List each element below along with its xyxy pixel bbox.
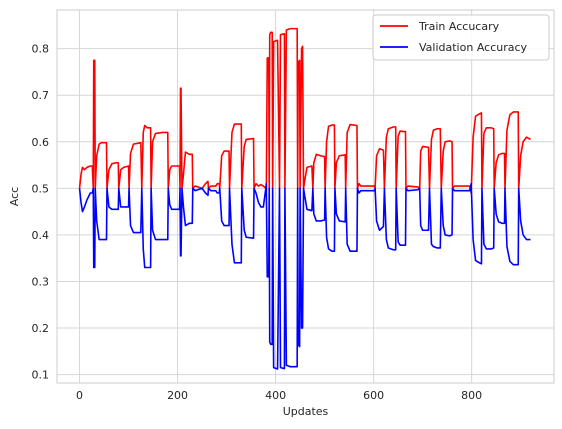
plot-frame	[56, 9, 555, 384]
y-axis-label: Acc	[8, 187, 21, 206]
y-tick-labels: 0.1 0.2 0.3 0.4 0.5 0.6 0.7 0.8	[32, 43, 50, 382]
series-layer	[78, 27, 531, 370]
y-tick-label: 0.5	[32, 182, 50, 195]
y-tick-label: 0.8	[32, 43, 50, 56]
y-tick-label: 0.7	[32, 89, 50, 102]
y-tick-label: 0.3	[32, 275, 50, 288]
x-tick-label: 400	[265, 389, 286, 402]
y-tick-label: 0.6	[32, 136, 50, 149]
legend-label-train: Train Accucary	[418, 20, 500, 33]
legend-box	[372, 14, 550, 61]
x-tick-label: 800	[461, 389, 482, 402]
y-tick-label: 0.2	[32, 322, 50, 335]
x-tick-label: 200	[167, 389, 188, 402]
y-tick-label: 0.4	[32, 229, 50, 242]
series-line-train-accuracy	[78, 27, 531, 194]
x-axis-label: Updates	[283, 405, 329, 418]
legend-label-validation: Validation Accuracy	[419, 41, 528, 54]
x-tick-label: 600	[363, 389, 384, 402]
series-line-validation-accuracy	[78, 182, 531, 370]
x-tick-label: 0	[76, 389, 83, 402]
y-tick-label: 0.1	[32, 369, 50, 382]
legend: Train Accucary Validation Accuracy	[372, 14, 550, 61]
x-tick-labels: 0 200 400 600 800	[76, 389, 482, 402]
